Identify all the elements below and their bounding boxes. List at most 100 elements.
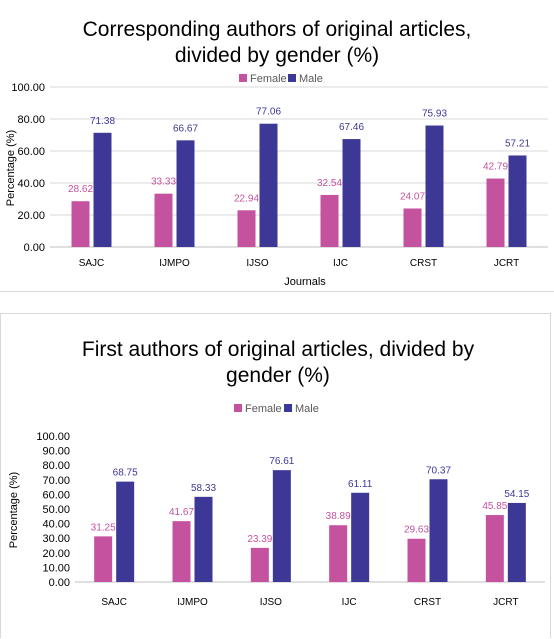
bar-female	[329, 525, 348, 582]
legend-label-male: Male	[295, 403, 319, 415]
x-tick-label: JCRT	[494, 258, 519, 269]
legend-swatch-female	[239, 74, 247, 82]
data-label-female: 45.85	[482, 501, 507, 512]
y-tick-label: 0.00	[49, 577, 70, 589]
bar-female	[485, 515, 504, 582]
data-label-male: 57.21	[505, 138, 530, 149]
data-label-male: 71.38	[90, 116, 115, 127]
data-label-male: 61.11	[348, 479, 373, 490]
bar-male	[176, 140, 195, 247]
bar-male	[116, 481, 135, 582]
chart-title-line-2: divided by gender (%)	[175, 44, 379, 67]
x-tick-label: JCRT	[493, 597, 518, 608]
data-label-female: 23.39	[247, 534, 272, 545]
plot-area: 0.00 20.00 40.00 60.00 80.00 100.00 SAJC 28.62 7…	[11, 82, 548, 269]
data-label-male: 76.61	[269, 456, 294, 467]
x-tick-label: IJSO	[260, 597, 282, 608]
legend-swatch-male	[284, 404, 292, 412]
bar-male	[508, 155, 527, 247]
y-tick-label: 20.00	[17, 210, 45, 222]
y-tick-label: 100.00	[11, 82, 45, 94]
x-tick-label: IJMPO	[159, 258, 190, 269]
bar-male	[272, 470, 291, 582]
x-tick-label: IJC	[342, 597, 357, 608]
data-label-female: 31.25	[91, 522, 116, 533]
data-label-male: 54.15	[504, 489, 529, 500]
y-tick-label: 40.00	[17, 178, 45, 190]
legend-label-female: Female	[245, 403, 282, 415]
bar-male	[259, 123, 278, 247]
bar-female	[403, 208, 422, 247]
x-tick-label: SAJC	[101, 597, 127, 608]
bar-female	[486, 178, 505, 247]
bar-male	[93, 132, 112, 247]
data-label-male: 66.67	[173, 123, 198, 134]
x-tick-label: IJMPO	[177, 597, 208, 608]
bar-female	[407, 538, 426, 582]
bar-male	[194, 496, 213, 582]
legend-label-male: Male	[299, 73, 323, 85]
y-tick-label: 30.00	[42, 533, 70, 545]
chart-title-line-2: gender (%)	[226, 364, 330, 387]
data-label-female: 24.07	[400, 191, 425, 202]
y-axis-title: Percentage (%)	[8, 472, 20, 548]
bar-male	[429, 479, 448, 582]
chart-panel-first-authors: First authors of original articles, divi…	[0, 313, 551, 638]
legend: Female Male	[239, 73, 323, 85]
y-tick-label: 0.00	[24, 242, 45, 254]
legend-swatch-female	[234, 404, 242, 412]
bar-female	[237, 210, 256, 247]
bar-female	[154, 193, 173, 247]
data-label-male: 58.33	[191, 483, 216, 494]
data-label-female: 41.67	[169, 507, 194, 518]
y-tick-label: 60.00	[42, 489, 70, 501]
data-label-male: 67.46	[339, 122, 364, 133]
x-axis-title: Journals	[284, 276, 326, 288]
y-tick-label: 50.00	[42, 504, 70, 516]
data-label-female: 33.33	[151, 177, 176, 188]
x-tick-label: CRST	[414, 597, 441, 608]
x-tick-label: CRST	[410, 258, 437, 269]
y-tick-label: 90.00	[42, 446, 70, 458]
data-label-female: 28.62	[68, 184, 93, 195]
data-label-male: 70.37	[426, 465, 451, 476]
chart-first-authors: First authors of original articles, divi…	[8, 338, 545, 608]
chart-title-line-1: First authors of original articles, divi…	[82, 338, 475, 361]
y-tick-label: 20.00	[42, 548, 70, 560]
y-tick-label: 40.00	[42, 519, 70, 531]
bar-male	[351, 492, 370, 582]
y-tick-label: 100.00	[36, 431, 70, 443]
y-tick-label: 60.00	[17, 146, 45, 158]
bar-female	[71, 201, 90, 247]
y-tick-label: 70.00	[42, 475, 70, 487]
y-axis-title: Percentage (%)	[5, 130, 17, 206]
legend: Female Male	[234, 403, 319, 415]
data-label-female: 42.79	[483, 162, 508, 173]
x-tick-label: IJC	[333, 258, 348, 269]
x-tick-label: IJSO	[246, 258, 268, 269]
data-label-male: 77.06	[256, 107, 281, 118]
bar-male	[342, 139, 361, 247]
data-label-female: 22.94	[234, 193, 259, 204]
data-label-female: 29.63	[404, 525, 429, 536]
bar-female	[320, 194, 339, 247]
bar-male	[425, 125, 444, 247]
data-label-male: 68.75	[113, 468, 138, 479]
bar-female	[250, 547, 269, 582]
data-label-female: 32.54	[317, 178, 342, 189]
plot-area: 0.00 10.00 20.00 30.00 40.00 50.00 60.00 70.00 8…	[36, 431, 545, 608]
data-label-male: 75.93	[422, 109, 447, 120]
y-tick-label: 10.00	[42, 562, 70, 574]
chart-corresponding-authors: Corresponding authors of original articl…	[5, 18, 548, 288]
legend-label-female: Female	[250, 73, 287, 85]
y-tick-label: 80.00	[42, 460, 70, 472]
chart-title-line-1: Corresponding authors of original articl…	[83, 18, 472, 41]
chart-panel-corresponding-authors: Corresponding authors of original articl…	[0, 0, 554, 292]
bar-male	[507, 502, 526, 582]
data-label-female: 38.89	[326, 511, 351, 522]
legend-swatch-male	[288, 74, 296, 82]
bar-female	[172, 521, 191, 582]
x-tick-label: SAJC	[79, 258, 105, 269]
bar-female	[94, 536, 113, 582]
y-tick-label: 80.00	[17, 114, 45, 126]
